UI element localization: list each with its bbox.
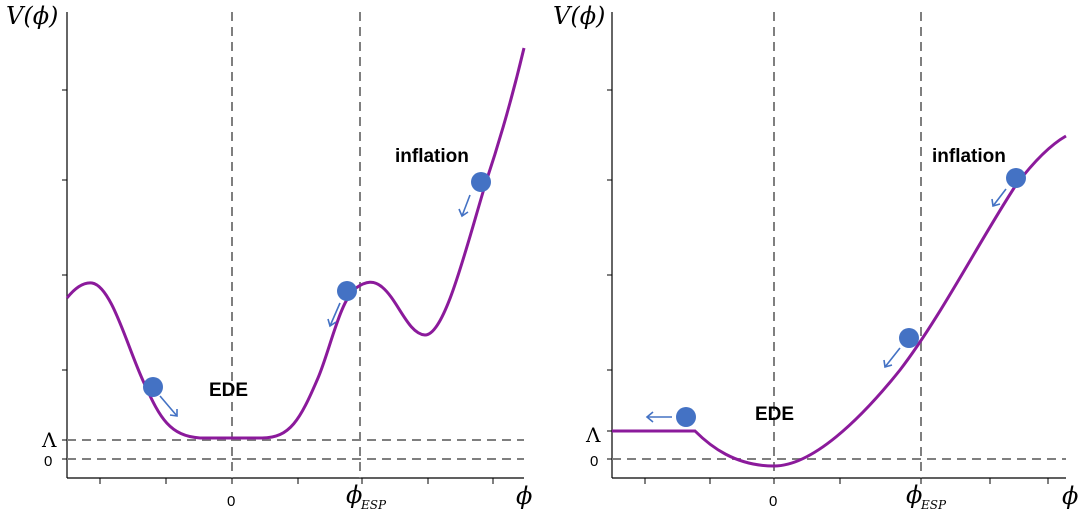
left-inflation-label: inflation <box>395 146 469 167</box>
right-esp-subscript: ESP <box>920 498 947 512</box>
left-ede-arrow <box>159 395 178 417</box>
left-esp-arrow <box>327 302 341 328</box>
left-zero-x-label: 0 <box>227 493 235 510</box>
left-esp-label: ϕ <box>346 481 362 509</box>
left-potential-curve <box>65 47 526 440</box>
right-esp-arrow <box>883 347 901 369</box>
right-esp-ball <box>899 328 919 348</box>
right-panel: V(ϕ) ϕ Λ 0 0 ϕ ESP EDE inflation <box>553 2 1078 512</box>
left-ede-ball <box>143 377 163 397</box>
left-lambda-label: Λ <box>41 428 57 452</box>
left-esp-ball <box>337 281 357 301</box>
right-y-ticks <box>607 89 612 460</box>
right-ede-label: EDE <box>755 404 794 425</box>
right-lambda-label: Λ <box>585 423 601 447</box>
left-y-ticks <box>62 89 67 460</box>
right-ede-arrow <box>645 411 672 423</box>
left-ede-label: EDE <box>209 380 248 401</box>
left-panel: V(ϕ) ϕ Λ 0 0 ϕ ESP EDE inflation <box>6 2 532 512</box>
right-inflation-ball <box>1006 168 1026 188</box>
left-zero-y-label: 0 <box>44 453 52 470</box>
right-x-ticks <box>644 478 1049 484</box>
right-esp-label: ϕ <box>906 481 922 509</box>
left-x-axis-label: ϕ <box>516 482 532 510</box>
left-x-ticks <box>99 478 494 484</box>
right-zero-y-label: 0 <box>590 453 598 470</box>
right-inflation-label: inflation <box>932 146 1006 167</box>
left-inflation-arrow <box>458 194 471 218</box>
right-y-axis-label: V(ϕ) <box>553 2 605 30</box>
right-zero-x-label: 0 <box>769 493 777 510</box>
right-x-axis-label: ϕ <box>1062 482 1078 510</box>
left-esp-subscript: ESP <box>360 498 387 512</box>
right-ede-ball <box>676 407 696 427</box>
left-inflation-ball <box>471 172 491 192</box>
left-y-axis-label: V(ϕ) <box>6 2 58 30</box>
right-inflation-arrow <box>991 188 1007 208</box>
